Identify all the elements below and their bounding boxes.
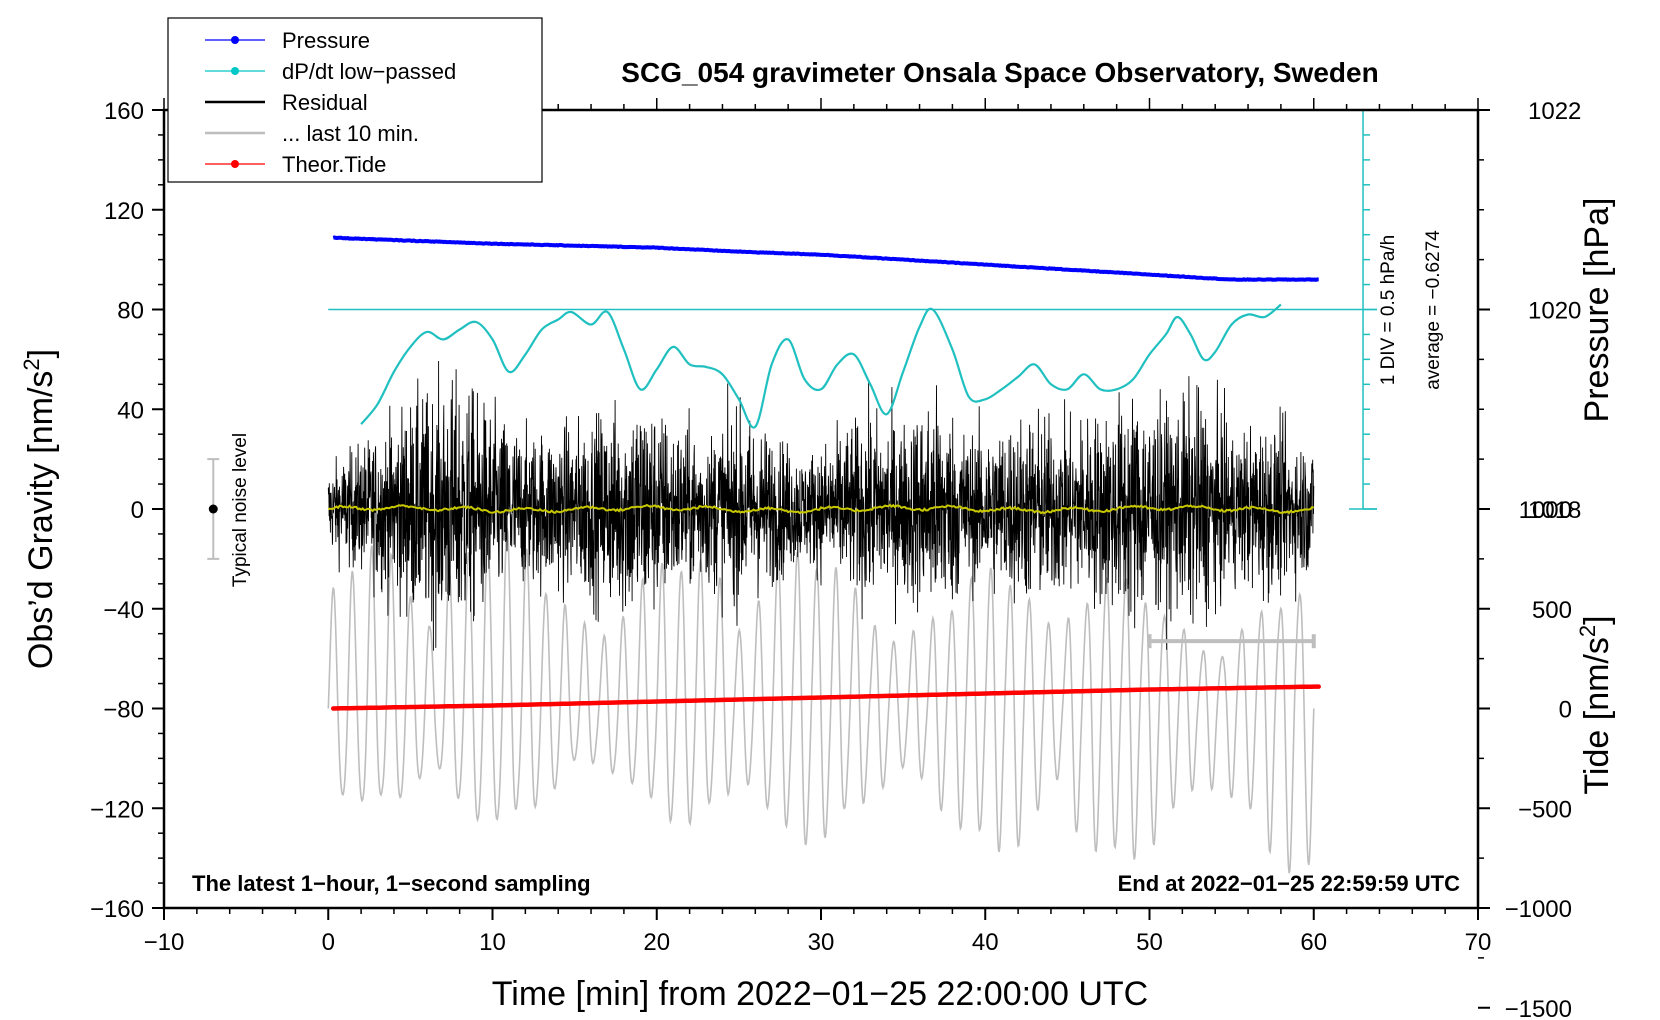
tide-tick-label-5: −1500	[1505, 996, 1572, 1020]
residual-line	[327, 360, 1315, 651]
annotation-end-time: End at 2022−01−25 22:59:59 UTC	[1118, 871, 1461, 896]
legend-label-1: dP/dt low−passed	[282, 59, 456, 84]
legend: Pressure dP/dt low−passed Residual ... last…	[167, 17, 543, 183]
legend-label-3: ... last 10 min.	[282, 121, 419, 146]
tide-line	[330, 684, 1321, 711]
noise-bar-dot	[208, 504, 218, 514]
x-axis-label: Time [min] from 2022−01−25 22:00:00 UTC	[492, 975, 1148, 1013]
smoothed-line	[328, 503, 1315, 515]
y-tick-label-3: 40	[117, 397, 144, 424]
smoothed-residual-series	[328, 503, 1315, 515]
tide-axis-label: Tide [nm/s2]	[1575, 615, 1616, 794]
tide-tick-label-4: −1000	[1505, 896, 1572, 923]
dpdt-series	[360, 303, 1282, 429]
legend-marker-0	[231, 36, 239, 44]
annotation-sampling: The latest 1−hour, 1−second sampling	[192, 871, 591, 896]
legend-label-2: Residual	[282, 90, 368, 115]
left-axis-label-end: ]	[22, 349, 60, 358]
pressure-series	[332, 235, 1320, 282]
x-tick-label-2: 10	[479, 929, 506, 956]
y-tick-label-6: −80	[103, 697, 144, 724]
pressure-line	[332, 235, 1320, 282]
x-tick-label-3: 20	[643, 929, 670, 956]
tide-axis-label-sup: 2	[1575, 625, 1600, 637]
pressure-axis-label: Pressure [hPa]	[1578, 198, 1616, 423]
tide-tick-label-0: 1000	[1519, 497, 1572, 524]
legend-marker-4	[231, 160, 239, 168]
dpdt-line	[360, 303, 1282, 429]
y-tick-label-2: 80	[117, 298, 144, 325]
legend-label-0: Pressure	[282, 28, 370, 53]
last10-line	[327, 527, 1315, 874]
pressure-tick-label-2: 1018	[1528, 497, 1581, 524]
dpdt-average-label: average = −0.6274	[1423, 230, 1444, 390]
x-tick-label-6: 50	[1136, 929, 1163, 956]
x-tick-label-1: 0	[322, 929, 335, 956]
x-tick-label-0: −10	[144, 929, 185, 956]
y-tick-label-1: 120	[104, 198, 144, 225]
noise-label: Typical noise level	[230, 433, 251, 587]
y-tick-label-0: 160	[104, 98, 144, 125]
legend-entries: Pressure dP/dt low−passed Residual ... last…	[205, 28, 456, 177]
y-tick-label-7: −120	[90, 796, 144, 823]
last10-series	[327, 527, 1315, 874]
tide-axis-label-text: Tide [nm/s	[1578, 637, 1616, 794]
y-tick-label-5: −40	[103, 597, 144, 624]
pressure-tick-label-1: 1020	[1528, 298, 1581, 325]
left-axis-label-sup: 2	[19, 358, 44, 370]
tide-tick-label-1: 500	[1532, 597, 1572, 624]
legend-box	[167, 17, 543, 183]
x-tick-label-7: 60	[1300, 929, 1327, 956]
residual-series	[327, 360, 1315, 651]
noise-level-bar	[207, 458, 220, 560]
pressure-tick-label-0: 1022	[1528, 98, 1581, 125]
legend-marker-1	[231, 67, 239, 75]
y-tick-label-4: 0	[131, 497, 144, 524]
tide-axis-label-end: ]	[1578, 615, 1616, 624]
last10-bar	[1147, 634, 1316, 649]
tide-tick-label-3: −500	[1518, 796, 1572, 823]
y-tick-label-8: −160	[90, 896, 144, 923]
dpdt-div-label: 1 DIV = 0.5 hPa/h	[1378, 235, 1399, 386]
legend-label-4: Theor.Tide	[282, 152, 386, 177]
left-axis-label: Obs’d Gravity [nm/s2]	[19, 349, 60, 669]
left-axis-label-text: Obs’d Gravity [nm/s	[22, 371, 60, 670]
axes: −10 0 10 20 30 40 50 60 7016012080400−40−80−120−…	[90, 98, 1581, 1020]
chart-title: SCG_054 gravimeter Onsala Space Observat…	[621, 57, 1378, 88]
x-tick-label-8: 70	[1465, 929, 1492, 956]
x-tick-label-5: 40	[972, 929, 999, 956]
x-tick-label-4: 30	[808, 929, 835, 956]
tide-series	[330, 684, 1321, 711]
tide-tick-label-2: 0	[1559, 697, 1572, 724]
dpdt-scale	[328, 109, 1378, 510]
